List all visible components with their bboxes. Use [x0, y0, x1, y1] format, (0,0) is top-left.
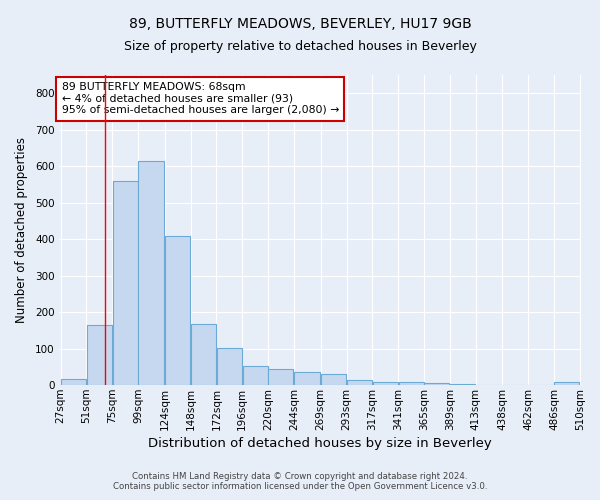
Text: 89, BUTTERFLY MEADOWS, BEVERLEY, HU17 9GB: 89, BUTTERFLY MEADOWS, BEVERLEY, HU17 9G… [128, 18, 472, 32]
Text: Size of property relative to detached houses in Beverley: Size of property relative to detached ho… [124, 40, 476, 53]
Bar [113, 181, 137, 385]
Bar [373, 382, 398, 385]
Bar [321, 374, 346, 385]
Bar [294, 372, 320, 385]
Bar [217, 348, 242, 385]
Bar [398, 382, 424, 385]
Bar [87, 325, 112, 385]
Text: Contains HM Land Registry data © Crown copyright and database right 2024.: Contains HM Land Registry data © Crown c… [132, 472, 468, 481]
Text: Contains public sector information licensed under the Open Government Licence v3: Contains public sector information licen… [113, 482, 487, 491]
Bar [450, 384, 475, 385]
Bar [347, 380, 372, 385]
X-axis label: Distribution of detached houses by size in Beverley: Distribution of detached houses by size … [148, 437, 492, 450]
Y-axis label: Number of detached properties: Number of detached properties [15, 137, 28, 323]
Bar [191, 324, 216, 385]
Bar [268, 370, 293, 385]
Bar [61, 378, 86, 385]
Bar [165, 236, 190, 385]
Bar [554, 382, 580, 385]
Bar [242, 366, 268, 385]
Text: 89 BUTTERFLY MEADOWS: 68sqm
← 4% of detached houses are smaller (93)
95% of semi: 89 BUTTERFLY MEADOWS: 68sqm ← 4% of deta… [62, 82, 339, 116]
Bar [424, 383, 449, 385]
Bar [139, 160, 164, 385]
